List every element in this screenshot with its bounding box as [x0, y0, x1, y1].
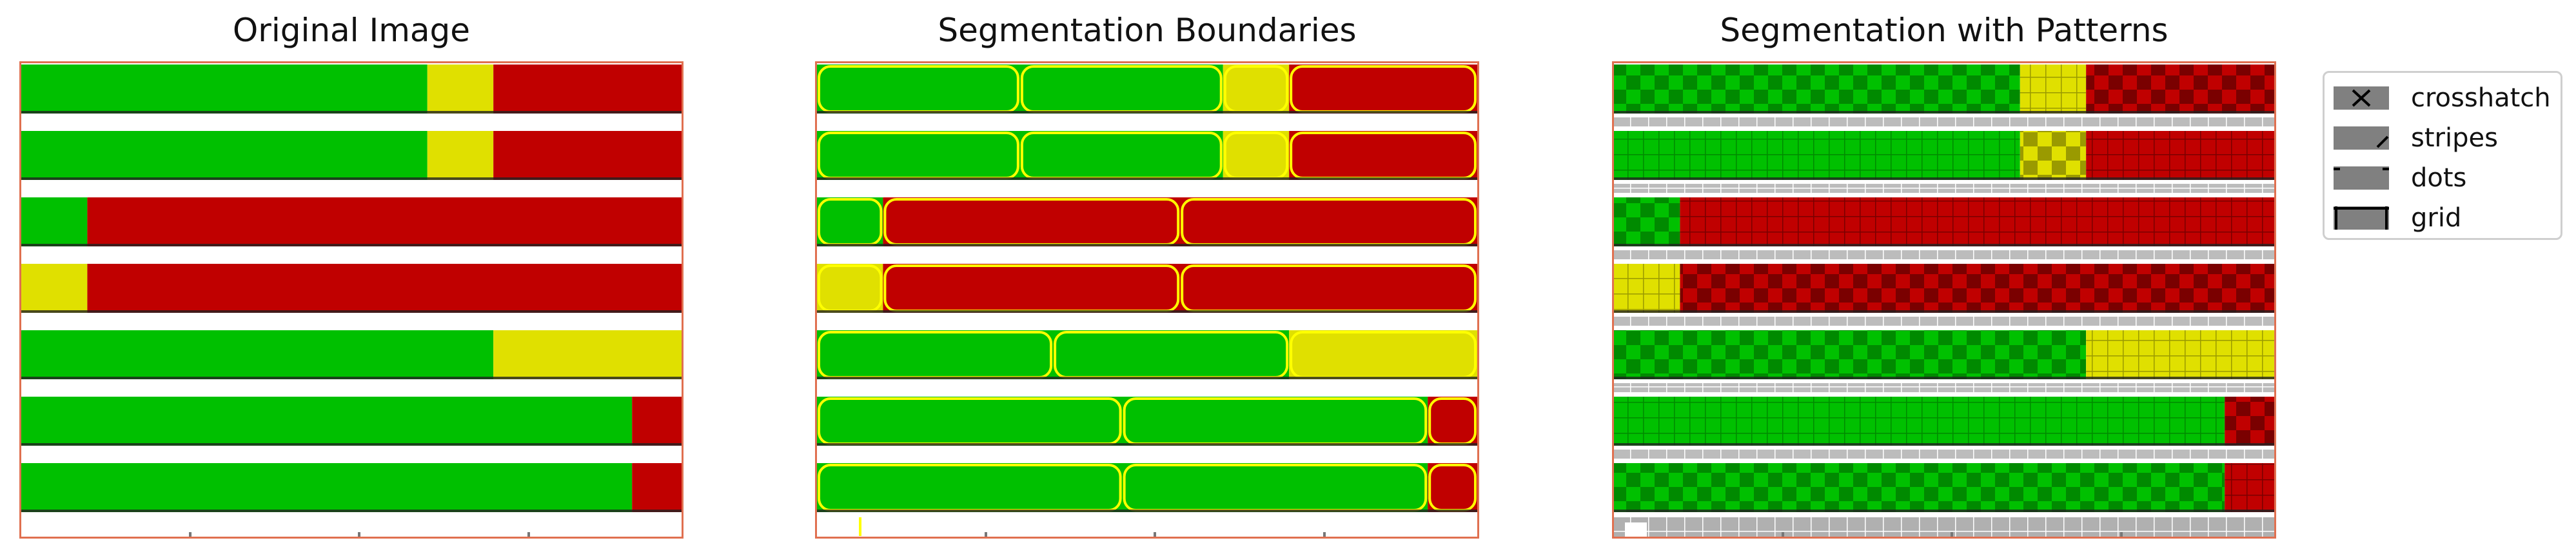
- bar-edge: [817, 443, 1477, 446]
- bar-segment: [427, 131, 494, 180]
- bar-edge: [21, 310, 682, 313]
- bar-segment: [21, 264, 88, 313]
- pattern-segment: [1680, 197, 2274, 246]
- bar-edge: [21, 377, 682, 379]
- dots-swatch-icon: [2334, 166, 2389, 190]
- pattern-segment: [1614, 463, 2225, 512]
- bar-segment: [21, 463, 633, 512]
- bar-segment: [632, 397, 682, 446]
- bar-segment: [87, 197, 682, 246]
- bar-edge: [1614, 177, 2274, 180]
- bar-segment: [632, 463, 682, 512]
- background-cell: [1625, 522, 1647, 539]
- crosshatch-swatch-icon: [2334, 86, 2389, 110]
- bar-edge: [817, 377, 1477, 379]
- bar-edge: [21, 443, 682, 446]
- pattern-segment: [2086, 330, 2274, 379]
- pattern-segment: [1614, 330, 2087, 379]
- background-pattern-strip: [1614, 250, 2274, 259]
- bar-segment: [87, 264, 682, 313]
- bar-edge: [817, 310, 1477, 313]
- panel-frame: [1612, 61, 2276, 539]
- segment-fill: [817, 397, 1428, 446]
- bar-segment: [21, 330, 494, 379]
- segmentation-patterns-panel: [1612, 61, 2276, 539]
- panel-title-original: Original Image: [232, 12, 471, 49]
- legend-label: grid: [2411, 203, 2462, 233]
- segment-fill: [1289, 131, 1477, 180]
- pattern-segment: [2225, 397, 2274, 446]
- pattern-segment: [2020, 131, 2087, 180]
- pattern-segment: [1614, 197, 1680, 246]
- segment-fill: [1223, 65, 1290, 114]
- bar-edge: [817, 111, 1477, 114]
- legend-label: crosshatch: [2411, 83, 2551, 113]
- original-image-panel: [19, 61, 683, 539]
- segment-fill: [817, 131, 1223, 180]
- segment-fill: [1428, 463, 1477, 512]
- segment-fill: [817, 197, 883, 246]
- segment-fill: [1223, 131, 1290, 180]
- segment-fill: [817, 330, 1290, 379]
- bar-edge: [21, 111, 682, 114]
- segment-fill: [883, 264, 1477, 313]
- segment-fill: [1289, 65, 1477, 114]
- background-pattern-strip: [1614, 117, 2274, 126]
- legend-item-stripes: stripes: [2334, 119, 2498, 157]
- bar-edge: [1614, 510, 2274, 512]
- background-pattern-strip: [1614, 517, 2274, 537]
- panel-title-patterns: Segmentation with Patterns: [1720, 12, 2168, 49]
- pattern-segment: [2086, 131, 2274, 180]
- bar-edge: [21, 177, 682, 180]
- bar-edge: [21, 244, 682, 246]
- pattern-segment: [1614, 397, 2225, 446]
- background-pattern-strip: [1614, 383, 2274, 392]
- segment-fill: [1289, 330, 1477, 379]
- segment-fill: [883, 197, 1477, 246]
- legend-label: stripes: [2411, 123, 2498, 153]
- panel-frame: [815, 61, 1479, 539]
- bar-segment: [427, 65, 494, 114]
- legend: crosshatch stripes dots grid: [2323, 71, 2562, 240]
- bar-edge: [1614, 443, 2274, 446]
- bar-edge: [817, 244, 1477, 246]
- stripes-swatch-icon: [2334, 126, 2389, 150]
- bar-edge: [817, 510, 1477, 512]
- pattern-segment: [1680, 264, 2274, 313]
- pattern-segment: [2020, 65, 2087, 114]
- panel-frame: [19, 61, 683, 539]
- panel-title-boundaries: Segmentation Boundaries: [938, 12, 1357, 49]
- bar-edge: [1614, 111, 2274, 114]
- pattern-segment: [1614, 131, 2020, 180]
- pattern-segment: [2225, 463, 2274, 512]
- bar-segment: [493, 65, 682, 114]
- bar-segment: [21, 131, 428, 180]
- grid-swatch-icon: [2334, 206, 2389, 230]
- segmentation-boundaries-panel: [815, 61, 1479, 539]
- segment-fill: [817, 463, 1428, 512]
- legend-item-grid: grid: [2334, 199, 2461, 237]
- segment-fill: [817, 264, 883, 313]
- bar-segment: [493, 131, 682, 180]
- bar-edge: [1614, 244, 2274, 246]
- bar-segment: [21, 397, 633, 446]
- legend-label: dots: [2411, 163, 2467, 193]
- background-pattern-strip: [1614, 184, 2274, 193]
- legend-item-crosshatch: crosshatch: [2334, 79, 2551, 117]
- pattern-segment: [1614, 65, 2020, 114]
- background-pattern-strip: [1614, 450, 2274, 459]
- bar-segment: [493, 330, 682, 379]
- bar-edge: [1614, 310, 2274, 313]
- bar-edge: [21, 510, 682, 512]
- background-pattern-strip: [1614, 317, 2274, 326]
- bar-edge: [1614, 377, 2274, 379]
- segment-fill: [817, 65, 1223, 114]
- bar-edge: [817, 177, 1477, 180]
- pattern-segment: [1614, 264, 1680, 313]
- bar-segment: [21, 197, 88, 246]
- segment-fill: [1428, 397, 1477, 446]
- bar-segment: [21, 65, 428, 114]
- legend-item-dots: dots: [2334, 159, 2466, 197]
- pattern-segment: [2086, 65, 2274, 114]
